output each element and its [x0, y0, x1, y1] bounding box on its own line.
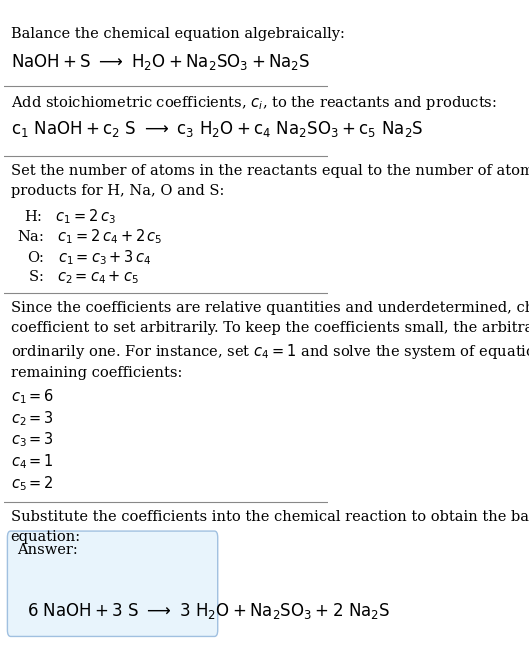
Text: equation:: equation: — [11, 531, 81, 544]
Text: Balance the chemical equation algebraically:: Balance the chemical equation algebraica… — [11, 27, 344, 41]
Text: products for H, Na, O and S:: products for H, Na, O and S: — [11, 184, 224, 198]
Text: $c_2 = 3$: $c_2 = 3$ — [11, 409, 53, 428]
Text: H: $\ \ c_1 = 2\,c_3$: H: $\ \ c_1 = 2\,c_3$ — [24, 207, 116, 226]
Text: $\mathrm{c_1\ NaOH + c_2\ S \ \longrightarrow \ c_3\ H_2O + c_4\ Na_2SO_3 + c_5\: $\mathrm{c_1\ NaOH + c_2\ S \ \longright… — [11, 119, 423, 139]
Text: Set the number of atoms in the reactants equal to the number of atoms in the: Set the number of atoms in the reactants… — [11, 164, 529, 178]
Text: $c_5 = 2$: $c_5 = 2$ — [11, 474, 53, 493]
Text: S: $\ \ c_2 = c_4 + c_5$: S: $\ \ c_2 = c_4 + c_5$ — [29, 269, 139, 286]
FancyBboxPatch shape — [7, 531, 218, 637]
Text: Add stoichiometric coefficients, $c_i$, to the reactants and products:: Add stoichiometric coefficients, $c_i$, … — [11, 94, 497, 111]
Text: Substitute the coefficients into the chemical reaction to obtain the balanced: Substitute the coefficients into the che… — [11, 510, 529, 524]
Text: $\mathrm{NaOH + S \ \longrightarrow \ H_2O + Na_2SO_3 + Na_2S}$: $\mathrm{NaOH + S \ \longrightarrow \ H_… — [11, 52, 310, 72]
Text: $c_3 = 3$: $c_3 = 3$ — [11, 431, 53, 450]
Text: $c_1 = 6$: $c_1 = 6$ — [11, 388, 54, 406]
Text: Answer:: Answer: — [17, 543, 78, 556]
Text: O: $\ \ c_1 = c_3 + 3\,c_4$: O: $\ \ c_1 = c_3 + 3\,c_4$ — [27, 248, 151, 267]
Text: $\mathrm{6\ NaOH + 3\ S \ \longrightarrow \ 3\ H_2O + Na_2SO_3 + 2\ Na_2S}$: $\mathrm{6\ NaOH + 3\ S \ \longrightarro… — [27, 601, 390, 621]
Text: Na: $\ \ c_1 = 2\,c_4 + 2\,c_5$: Na: $\ \ c_1 = 2\,c_4 + 2\,c_5$ — [17, 228, 162, 247]
Text: Since the coefficients are relative quantities and underdetermined, choose a
coe: Since the coefficients are relative quan… — [11, 301, 529, 380]
Text: $c_4 = 1$: $c_4 = 1$ — [11, 452, 53, 471]
